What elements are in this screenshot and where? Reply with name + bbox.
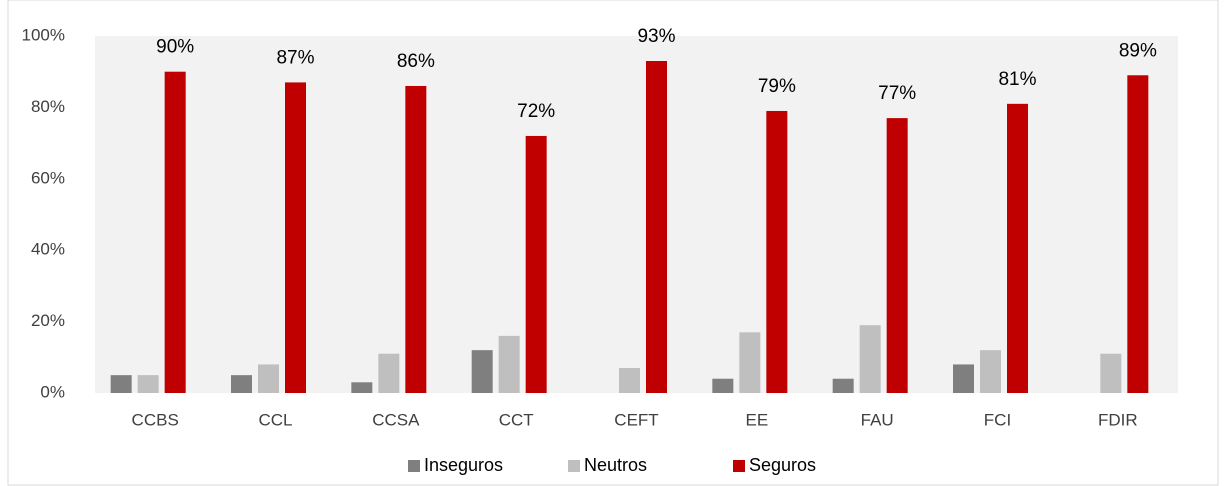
bar (471, 350, 493, 393)
bar (1007, 103, 1028, 393)
x-tick-label: EE (745, 410, 768, 429)
y-tick-label: 60% (31, 168, 65, 187)
legend-label: Seguros (749, 455, 816, 475)
data-label: 79% (758, 76, 796, 97)
bar (405, 85, 427, 393)
data-label: 87% (276, 47, 314, 68)
data-label: 86% (397, 51, 435, 72)
bar (646, 60, 667, 394)
bar (619, 368, 640, 393)
bar (231, 375, 252, 393)
legend-swatch (408, 460, 420, 472)
data-label: 90% (156, 37, 194, 58)
bar (1100, 353, 1122, 393)
x-tick-label: FAU (861, 410, 894, 429)
data-label: 72% (517, 101, 555, 122)
bar (953, 364, 974, 393)
bar (378, 353, 400, 393)
y-tick-label: 20% (31, 311, 65, 330)
data-label: 77% (878, 83, 916, 104)
y-tick-label: 100% (22, 25, 65, 44)
data-label: 89% (1119, 40, 1157, 61)
bar (859, 325, 881, 393)
bar (712, 378, 734, 393)
bar (766, 110, 788, 393)
bar (285, 82, 306, 393)
bar (525, 135, 547, 393)
x-tick-label: FCI (984, 410, 1011, 429)
data-label: 93% (637, 26, 675, 47)
bar (1127, 75, 1149, 394)
bar (832, 378, 854, 393)
x-tick-label: CCSA (372, 410, 420, 429)
x-tick-label: FDIR (1098, 410, 1138, 429)
x-tick-label: CCL (258, 410, 292, 429)
legend-swatch (568, 460, 580, 472)
bar (498, 335, 520, 393)
bar (258, 364, 279, 393)
bar (351, 382, 373, 393)
legend-label: Neutros (584, 455, 647, 475)
legend-label: Inseguros (424, 455, 503, 475)
bar (980, 350, 1001, 393)
data-label: 81% (998, 69, 1036, 90)
plot-area (95, 36, 1178, 393)
y-tick-label: 0% (40, 382, 65, 401)
y-tick-label: 40% (31, 240, 65, 259)
bar (739, 332, 761, 393)
y-tick-label: 80% (31, 97, 65, 116)
bar (110, 375, 132, 393)
x-tick-label: CCT (499, 410, 534, 429)
x-tick-label: CCBS (132, 410, 179, 429)
x-tick-label: CEFT (614, 410, 658, 429)
bar (886, 118, 908, 394)
bar (137, 375, 159, 393)
legend-swatch (733, 460, 745, 472)
bar (164, 71, 186, 393)
